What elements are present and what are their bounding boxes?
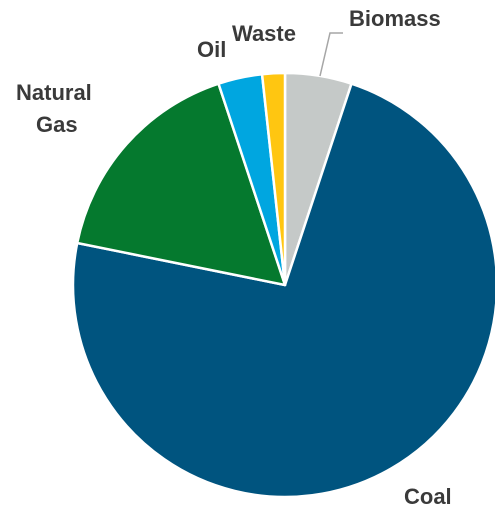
slice-label-biomass: Biomass (349, 6, 441, 31)
pie-slices (71, 71, 495, 499)
slice-label-oil: Oil (197, 37, 226, 62)
pie-slice-coal (71, 82, 495, 499)
leader-lines (319, 32, 343, 77)
slice-label-coal: Coal (404, 484, 452, 509)
pie-slice-waste (260, 71, 287, 287)
leader-line-biomass (319, 32, 343, 77)
slice-label-natural-gas: Natural Gas (16, 80, 92, 137)
pie-slice-natural-gas (75, 82, 287, 287)
slice-label-waste: Waste (232, 21, 296, 46)
